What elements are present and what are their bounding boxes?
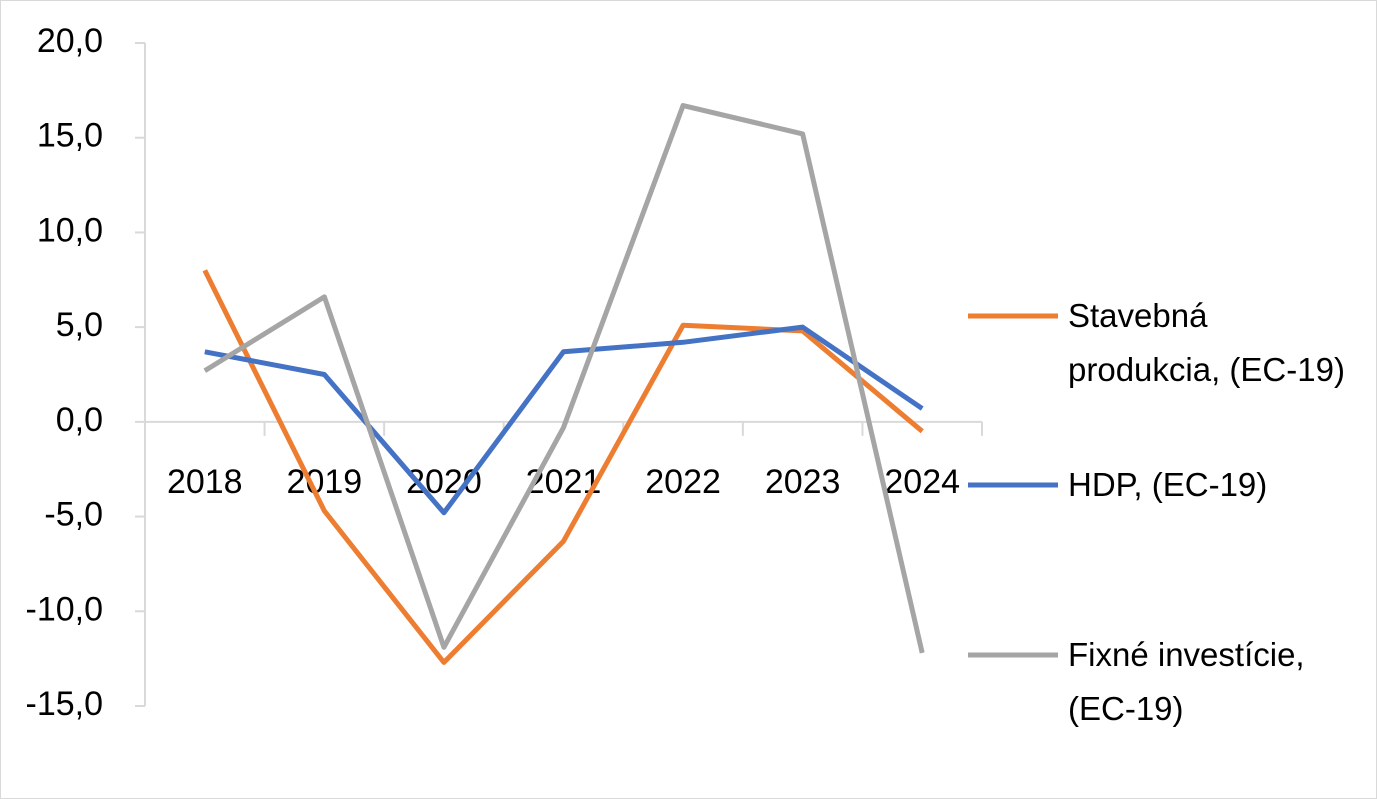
y-tick-label: 15,0	[37, 117, 103, 155]
y-tick-label: -10,0	[26, 590, 104, 628]
series-line	[204, 324, 924, 516]
y-tick-label: 10,0	[37, 211, 103, 249]
x-tick-label: 2019	[287, 463, 363, 501]
y-tick-label: 5,0	[56, 306, 103, 344]
y-tick-label: 0,0	[56, 401, 103, 439]
series-line	[202, 269, 924, 665]
series-line	[203, 103, 925, 654]
legend-label: HDP, (EC-19)	[1068, 466, 1268, 503]
y-tick-label: 20,0	[37, 22, 103, 60]
legend-label: Stavebná produkcia, (EC-19)	[1068, 297, 1345, 388]
y-tick-label: -5,0	[44, 496, 103, 534]
x-tick-label: 2018	[167, 463, 243, 501]
y-tick-label: -15,0	[26, 685, 104, 723]
x-tick-label: 2022	[645, 463, 721, 501]
legend-label: Fixné investície, (EC-19)	[1068, 636, 1305, 727]
x-tick-label: 2024	[884, 463, 960, 501]
x-tick-label: 2023	[765, 463, 841, 501]
